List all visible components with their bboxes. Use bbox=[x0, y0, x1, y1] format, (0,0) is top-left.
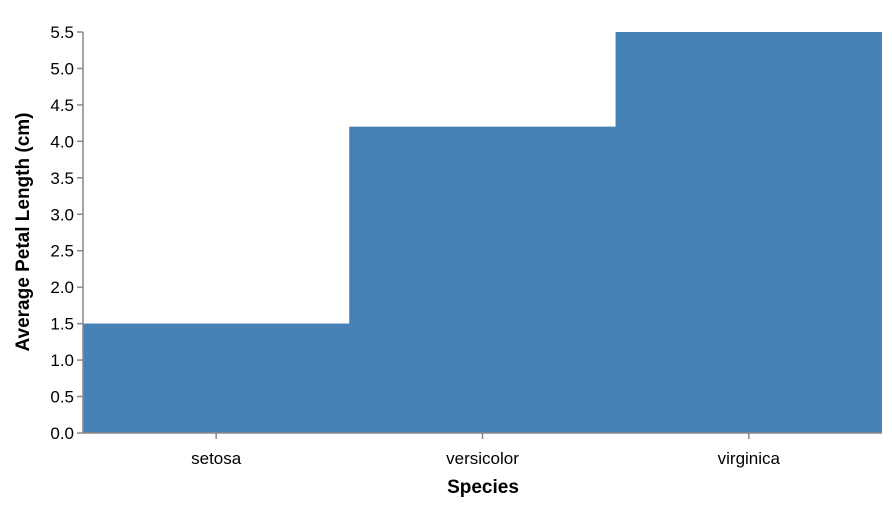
plot-area bbox=[83, 32, 882, 434]
y-axis: 0.0 0.5 1.0 1.5 2.0 2.5 3.0 3.5 4.0 4.5 5.0 5.5 bbox=[50, 23, 84, 443]
y-tick-label: 2.5 bbox=[50, 242, 74, 261]
y-tick-label: 1.0 bbox=[50, 351, 74, 370]
x-axis: setosa versicolor virginica bbox=[83, 432, 882, 468]
x-tick-label: virginica bbox=[718, 449, 781, 468]
y-tick-label: 0.0 bbox=[50, 424, 74, 443]
x-axis-title: Species bbox=[447, 477, 519, 498]
y-tick-label: 4.5 bbox=[50, 96, 74, 115]
y-tick-label: 2.0 bbox=[50, 278, 74, 297]
y-tick-label: 4.0 bbox=[50, 132, 74, 151]
y-tick-label: 5.0 bbox=[50, 59, 74, 78]
x-tick-label: setosa bbox=[191, 449, 242, 468]
area-step-virginica bbox=[615, 32, 882, 433]
y-axis-title: Average Petal Length (cm) bbox=[13, 113, 34, 352]
y-tick-label: 3.5 bbox=[50, 169, 74, 188]
area-step-setosa bbox=[83, 323, 350, 433]
area-step-versicolor bbox=[349, 126, 616, 434]
x-tick-label: versicolor bbox=[446, 449, 519, 468]
y-tick-label: 5.5 bbox=[50, 23, 74, 42]
y-tick-label: 3.0 bbox=[50, 205, 74, 224]
y-tick-label: 0.5 bbox=[50, 388, 74, 407]
y-tick-label: 1.5 bbox=[50, 315, 74, 334]
